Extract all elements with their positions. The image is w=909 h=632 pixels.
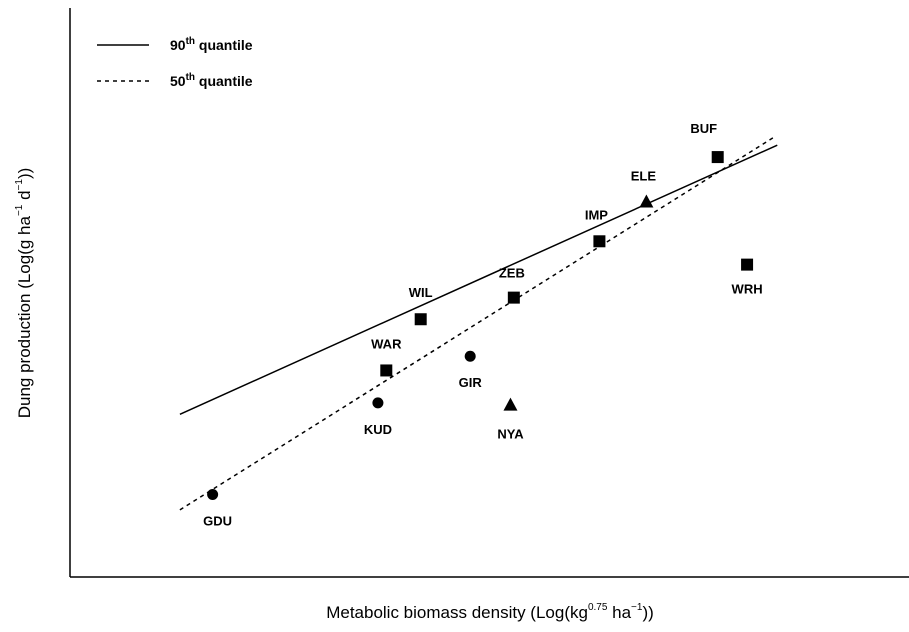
quantile-lines xyxy=(179,137,778,511)
point-wrh xyxy=(741,258,754,271)
point-zeb xyxy=(507,291,520,304)
point-gir xyxy=(464,350,476,362)
legend-label-50th: 50th quantile xyxy=(170,72,253,89)
point-buf xyxy=(711,151,724,164)
data-points: GDU KUD WAR WIL GIR NYA ZEB IMP ELE BUF WRH xyxy=(203,121,762,528)
point-label-wil: WIL xyxy=(409,285,433,300)
point-label-imp: IMP xyxy=(585,207,608,222)
point-war xyxy=(380,364,393,377)
legend-label-90th: 90th quantile xyxy=(170,36,253,53)
point-label-gdu: GDU xyxy=(203,513,232,528)
line-90th-quantile xyxy=(179,144,778,415)
point-imp xyxy=(593,235,606,248)
y-axis-title: Dung production (Log(g ha−1 d−1)) xyxy=(14,168,34,419)
point-gdu xyxy=(207,488,219,500)
point-label-buf: BUF xyxy=(690,121,717,136)
x-axis-title: Metabolic biomass density (Log(kg0.75 ha… xyxy=(326,602,654,622)
point-label-gir: GIR xyxy=(459,375,483,390)
point-nya xyxy=(503,397,518,411)
legend: 90th quantile 50th quantile xyxy=(97,36,253,89)
point-label-war: WAR xyxy=(371,336,402,351)
line-50th-quantile xyxy=(179,137,774,511)
point-ele xyxy=(639,194,654,208)
point-wil xyxy=(414,313,427,326)
point-label-ele: ELE xyxy=(631,168,657,183)
point-label-nya: NYA xyxy=(497,427,524,442)
point-label-kud: KUD xyxy=(364,422,392,437)
point-label-zeb: ZEB xyxy=(499,266,525,281)
point-label-wrh: WRH xyxy=(732,282,763,297)
point-kud xyxy=(372,397,384,409)
